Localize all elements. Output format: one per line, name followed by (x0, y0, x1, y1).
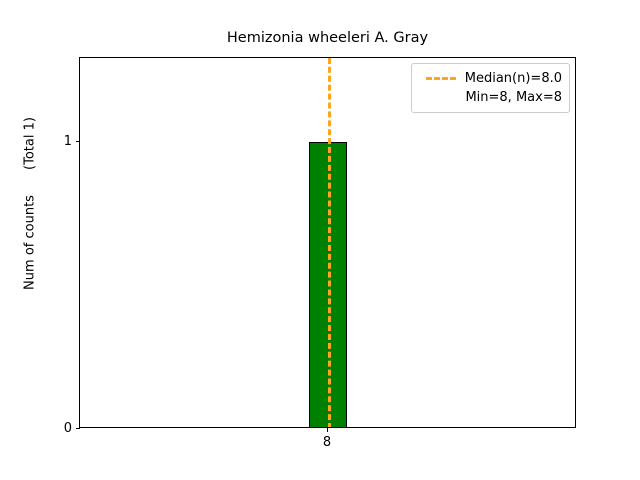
y-axis-label-main: Num of counts (22, 195, 38, 290)
legend-entry-median: Median(n)=8.0 (419, 69, 562, 88)
x-tick-label-8: 8 (322, 435, 332, 450)
y-tick-mark-0 (75, 428, 80, 429)
y-tick-label-0: 0 (63, 421, 72, 436)
y-axis-label-total: (Total 1) (22, 117, 38, 170)
median-line (328, 58, 331, 427)
page-title: Hemizonia wheeleri A. Gray (226, 30, 429, 46)
plot-area (79, 57, 576, 428)
dashed-line-icon (425, 77, 456, 80)
x-tick-mark-8 (327, 428, 328, 432)
legend-entry-minmax: Min=8, Max=8 (419, 88, 562, 107)
legend-label-minmax: Min=8, Max=8 (465, 90, 562, 105)
y-axis-label: Num of counts (Total 1) (0, 0, 70, 480)
y-tick-mark-1 (75, 141, 80, 142)
y-tick-label-1: 1 (63, 134, 72, 149)
legend: Median(n)=8.0 Min=8, Max=8 (411, 63, 570, 113)
legend-label-median: Median(n)=8.0 (464, 71, 562, 86)
